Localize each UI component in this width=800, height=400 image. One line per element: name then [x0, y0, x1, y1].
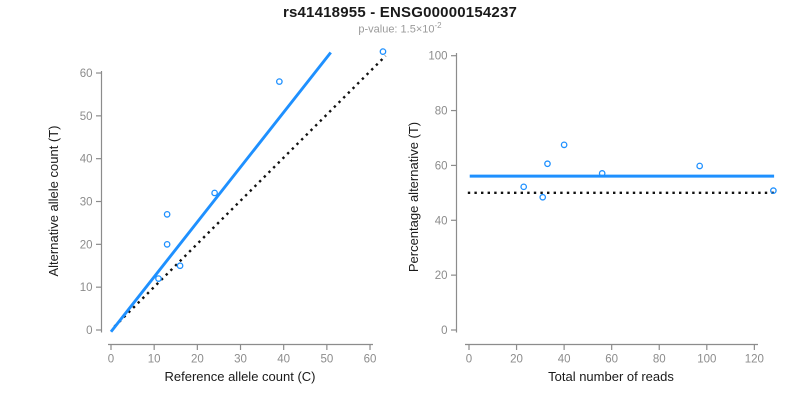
right-x-tick-label: 120	[745, 354, 764, 366]
right-y-axis-title: Percentage alternative (T)	[406, 122, 421, 272]
p-value-exponent: -2	[434, 21, 442, 30]
right-data-point	[696, 162, 704, 170]
left-y-tick-label: 0	[86, 325, 92, 337]
right-data-point	[598, 170, 606, 177]
right-data-point	[520, 183, 528, 191]
regression-line	[109, 51, 332, 333]
left-data-point	[155, 275, 162, 282]
right-data-point	[539, 193, 547, 201]
right-y-tick-label: 80	[435, 106, 448, 118]
left-x-tick-label: 20	[191, 354, 204, 366]
left-x-tick-label: 0	[108, 354, 114, 366]
right-y-tick-label: 0	[441, 325, 447, 337]
right-x-tick-label: 40	[558, 354, 571, 366]
left-x-tick-label: 50	[320, 354, 333, 366]
right-x-tick-label: 0	[466, 354, 472, 366]
left-y-tick-label: 50	[80, 111, 93, 123]
p-value-subtitle: p-value: 1.5×10-2	[0, 21, 800, 36]
left-y-axis-title: Alternative allele count (T)	[46, 125, 61, 276]
right-data-point	[560, 141, 568, 149]
right-data-point	[544, 160, 551, 168]
right-y-tick-label: 100	[428, 51, 447, 63]
right-x-tick-label: 60	[605, 354, 618, 366]
right-y-tick-label: 20	[435, 270, 448, 282]
left-y-tick-label: 60	[80, 68, 93, 80]
right-y-tick-label: 40	[435, 215, 448, 227]
left-data-point	[176, 262, 184, 270]
left-data-point	[163, 240, 171, 248]
identity-line	[113, 55, 387, 328]
left-y-tick-label: 20	[80, 239, 93, 251]
left-x-tick-label: 60	[364, 354, 377, 366]
left-data-point	[211, 189, 218, 197]
right-x-tick-label: 80	[653, 354, 666, 366]
p-value-text: p-value: 1.5×10	[358, 23, 435, 36]
figure-title: rs41418955 - ENSG00000154237	[282, 4, 518, 21]
left-x-axis-title: Reference allele count (C)	[164, 369, 315, 384]
right-x-tick-label: 100	[697, 354, 716, 366]
left-data-point	[379, 48, 387, 55]
left-x-tick-label: 30	[234, 354, 247, 366]
right-y-tick-label: 60	[435, 160, 448, 172]
left-data-point	[163, 211, 171, 218]
right-data-point	[770, 187, 777, 195]
right-x-tick-label: 20	[510, 354, 523, 366]
left-y-tick-label: 40	[80, 154, 93, 166]
left-data-point	[276, 78, 283, 85]
left-x-tick-label: 10	[148, 354, 161, 366]
left-y-tick-label: 10	[80, 282, 93, 294]
left-x-tick-label: 40	[277, 354, 290, 366]
right-x-axis-title: Total number of reads	[548, 369, 674, 384]
left-y-tick-label: 30	[80, 197, 93, 209]
